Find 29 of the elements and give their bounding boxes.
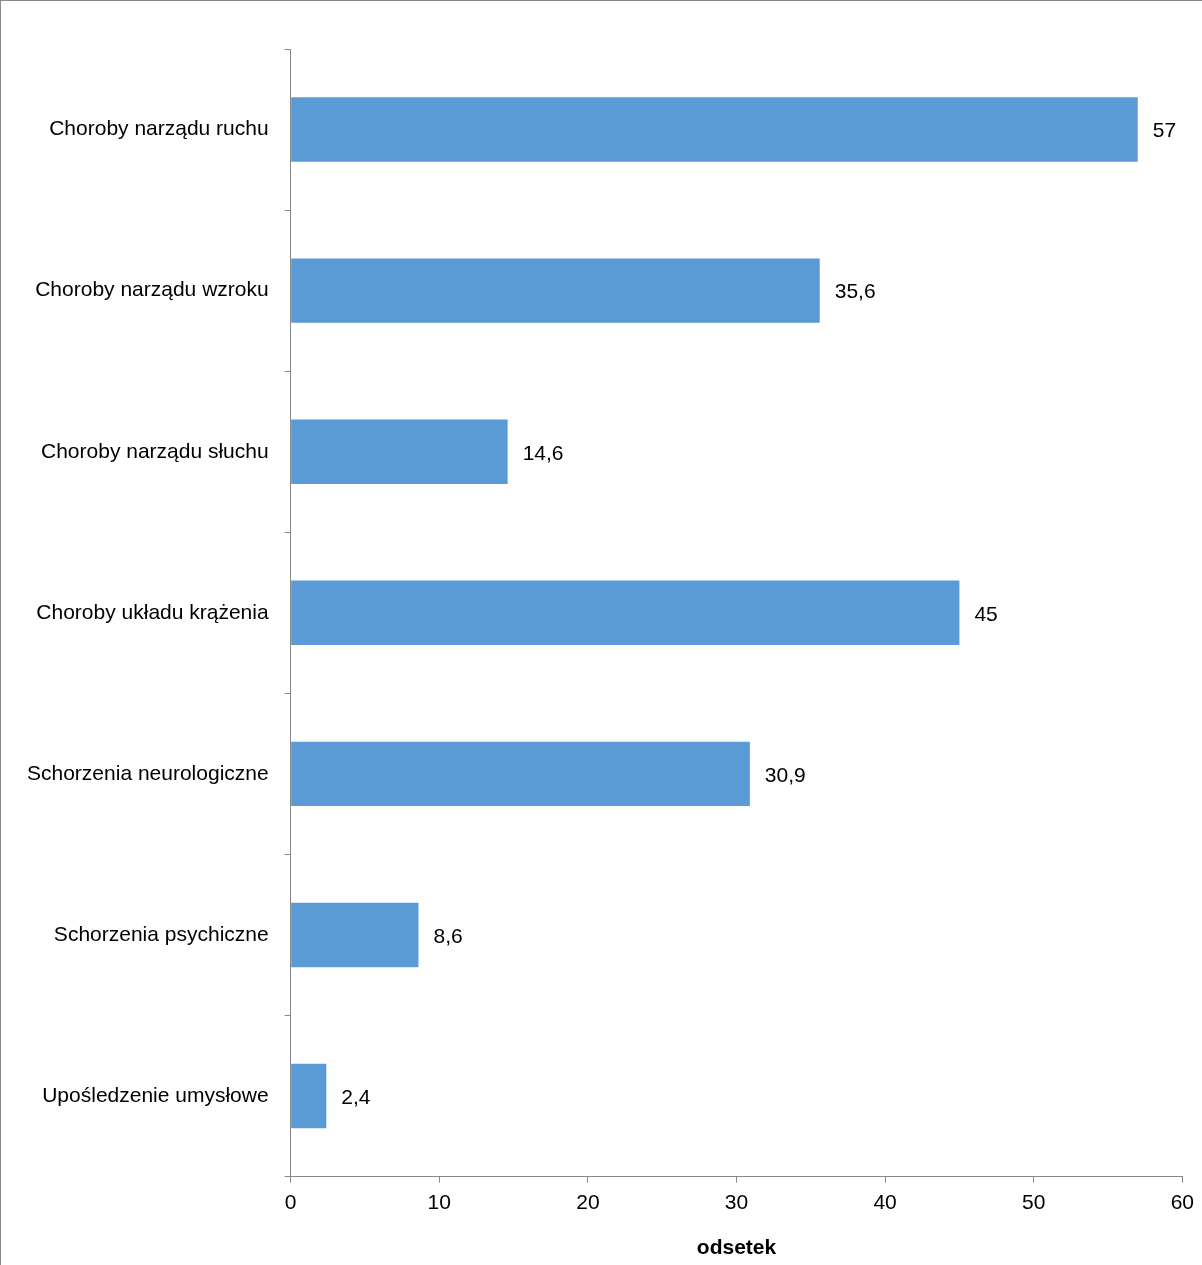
x-tick-label: 60 xyxy=(1170,1190,1194,1213)
data-label: 8,6 xyxy=(433,923,463,947)
x-tick-label: 10 xyxy=(427,1190,451,1213)
bar xyxy=(291,419,508,484)
y-tick-label: Choroby układu krążenia xyxy=(36,599,269,623)
y-tick-label: Upośledzenie umysłowe xyxy=(42,1082,269,1106)
data-label: 30,9 xyxy=(764,762,806,786)
bar xyxy=(291,258,820,323)
y-tick-label: Choroby narządu ruchu xyxy=(49,116,269,140)
x-tick-label: 40 xyxy=(873,1190,897,1213)
bar xyxy=(291,580,960,646)
y-tick-label: Schorzenia neurologiczne xyxy=(27,760,269,784)
y-tick-label: Choroby narządu słuchu xyxy=(41,438,269,462)
x-tick-label: 50 xyxy=(1022,1190,1046,1213)
x-tick-label: 20 xyxy=(576,1190,600,1213)
x-tick-label: 30 xyxy=(724,1190,749,1213)
data-label: 45 xyxy=(974,601,998,625)
bar xyxy=(291,97,1138,162)
bar xyxy=(291,741,750,807)
bar xyxy=(291,1063,327,1129)
bar xyxy=(291,902,419,968)
y-tick-label: Schorzenia psychiczne xyxy=(53,921,269,945)
y-tick-label: Choroby narządu wzroku xyxy=(35,277,269,301)
data-label: 2,4 xyxy=(341,1084,371,1108)
data-label: 14,6 xyxy=(522,440,564,464)
data-label: 35,6 xyxy=(834,279,876,303)
x-axis-title: odsetek xyxy=(696,1235,777,1259)
x-tick-label: 0 xyxy=(284,1190,297,1213)
data-label: 57 xyxy=(1152,118,1177,142)
